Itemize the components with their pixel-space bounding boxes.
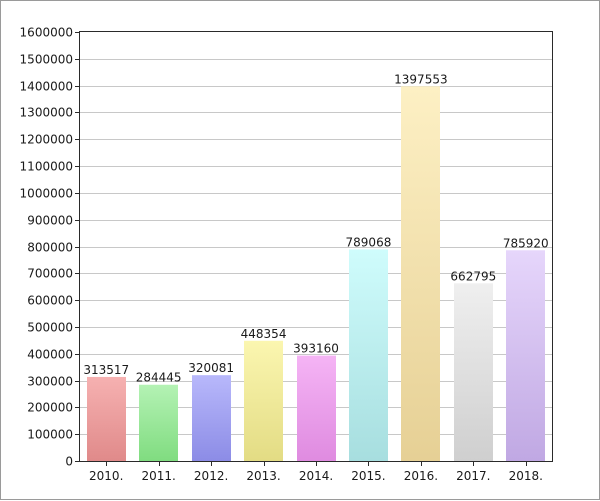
value-label: 1397553 — [394, 72, 447, 86]
value-label: 785920 — [503, 236, 549, 250]
y-tick-label: 200000 — [27, 401, 73, 415]
bar-2017 — [454, 283, 493, 461]
x-tick-label: 2016. — [404, 469, 438, 483]
y-tick-label: 1200000 — [20, 133, 73, 147]
x-tick-label: 2018. — [509, 469, 543, 483]
value-label: 320081 — [188, 361, 234, 375]
value-label: 313517 — [83, 363, 129, 377]
y-tick-label: 600000 — [27, 294, 73, 308]
x-tick-label: 2017. — [456, 469, 490, 483]
y-tick-label: 100000 — [27, 428, 73, 442]
value-label: 662795 — [450, 269, 496, 283]
bar-2015 — [349, 249, 388, 461]
bar-2016 — [401, 86, 440, 462]
y-tick-label: 1500000 — [20, 53, 73, 67]
y-tick-label: 400000 — [27, 348, 73, 362]
x-tick-label: 2010. — [89, 469, 123, 483]
bar-2012 — [192, 375, 231, 461]
value-label: 448354 — [241, 327, 287, 341]
bar-2013 — [244, 340, 283, 461]
y-tick-label: 500000 — [27, 321, 73, 335]
x-tick-label: 2013. — [246, 469, 280, 483]
y-tick-label: 1000000 — [20, 187, 73, 201]
data-labels: 313517 284445 320081 448354 393160 789068 1397… — [83, 72, 548, 384]
y-tick-label: 900000 — [27, 214, 73, 228]
y-tick-label: 1100000 — [20, 160, 73, 174]
x-tick-label: 2011. — [141, 469, 175, 483]
value-label: 789068 — [346, 235, 392, 249]
bar-2014 — [297, 355, 336, 461]
x-axis-ticks: 2010. 2011. 2012. 2013. 2014. 2015. 2016. 2017.… — [89, 461, 543, 483]
bar-2010 — [87, 376, 126, 461]
value-label: 284445 — [136, 371, 182, 385]
y-tick-label: 1300000 — [20, 106, 73, 120]
y-tick-label: 1600000 — [20, 26, 73, 40]
gridlines — [80, 59, 552, 435]
bar-2018 — [506, 250, 545, 461]
x-tick-label: 2015. — [351, 469, 385, 483]
y-axis-ticks: 0 100000 200000 300000 400000 500000 600000 700… — [20, 26, 80, 469]
y-tick-label: 800000 — [27, 241, 73, 255]
y-tick-label: 300000 — [27, 375, 73, 389]
bar-2011 — [139, 384, 178, 461]
y-tick-label: 1400000 — [20, 80, 73, 94]
x-tick-label: 2012. — [194, 469, 228, 483]
value-label: 393160 — [293, 342, 339, 356]
bars — [87, 86, 545, 462]
y-tick-label: 700000 — [27, 267, 73, 281]
x-tick-label: 2014. — [299, 469, 333, 483]
y-tick-label: 0 — [65, 455, 73, 469]
